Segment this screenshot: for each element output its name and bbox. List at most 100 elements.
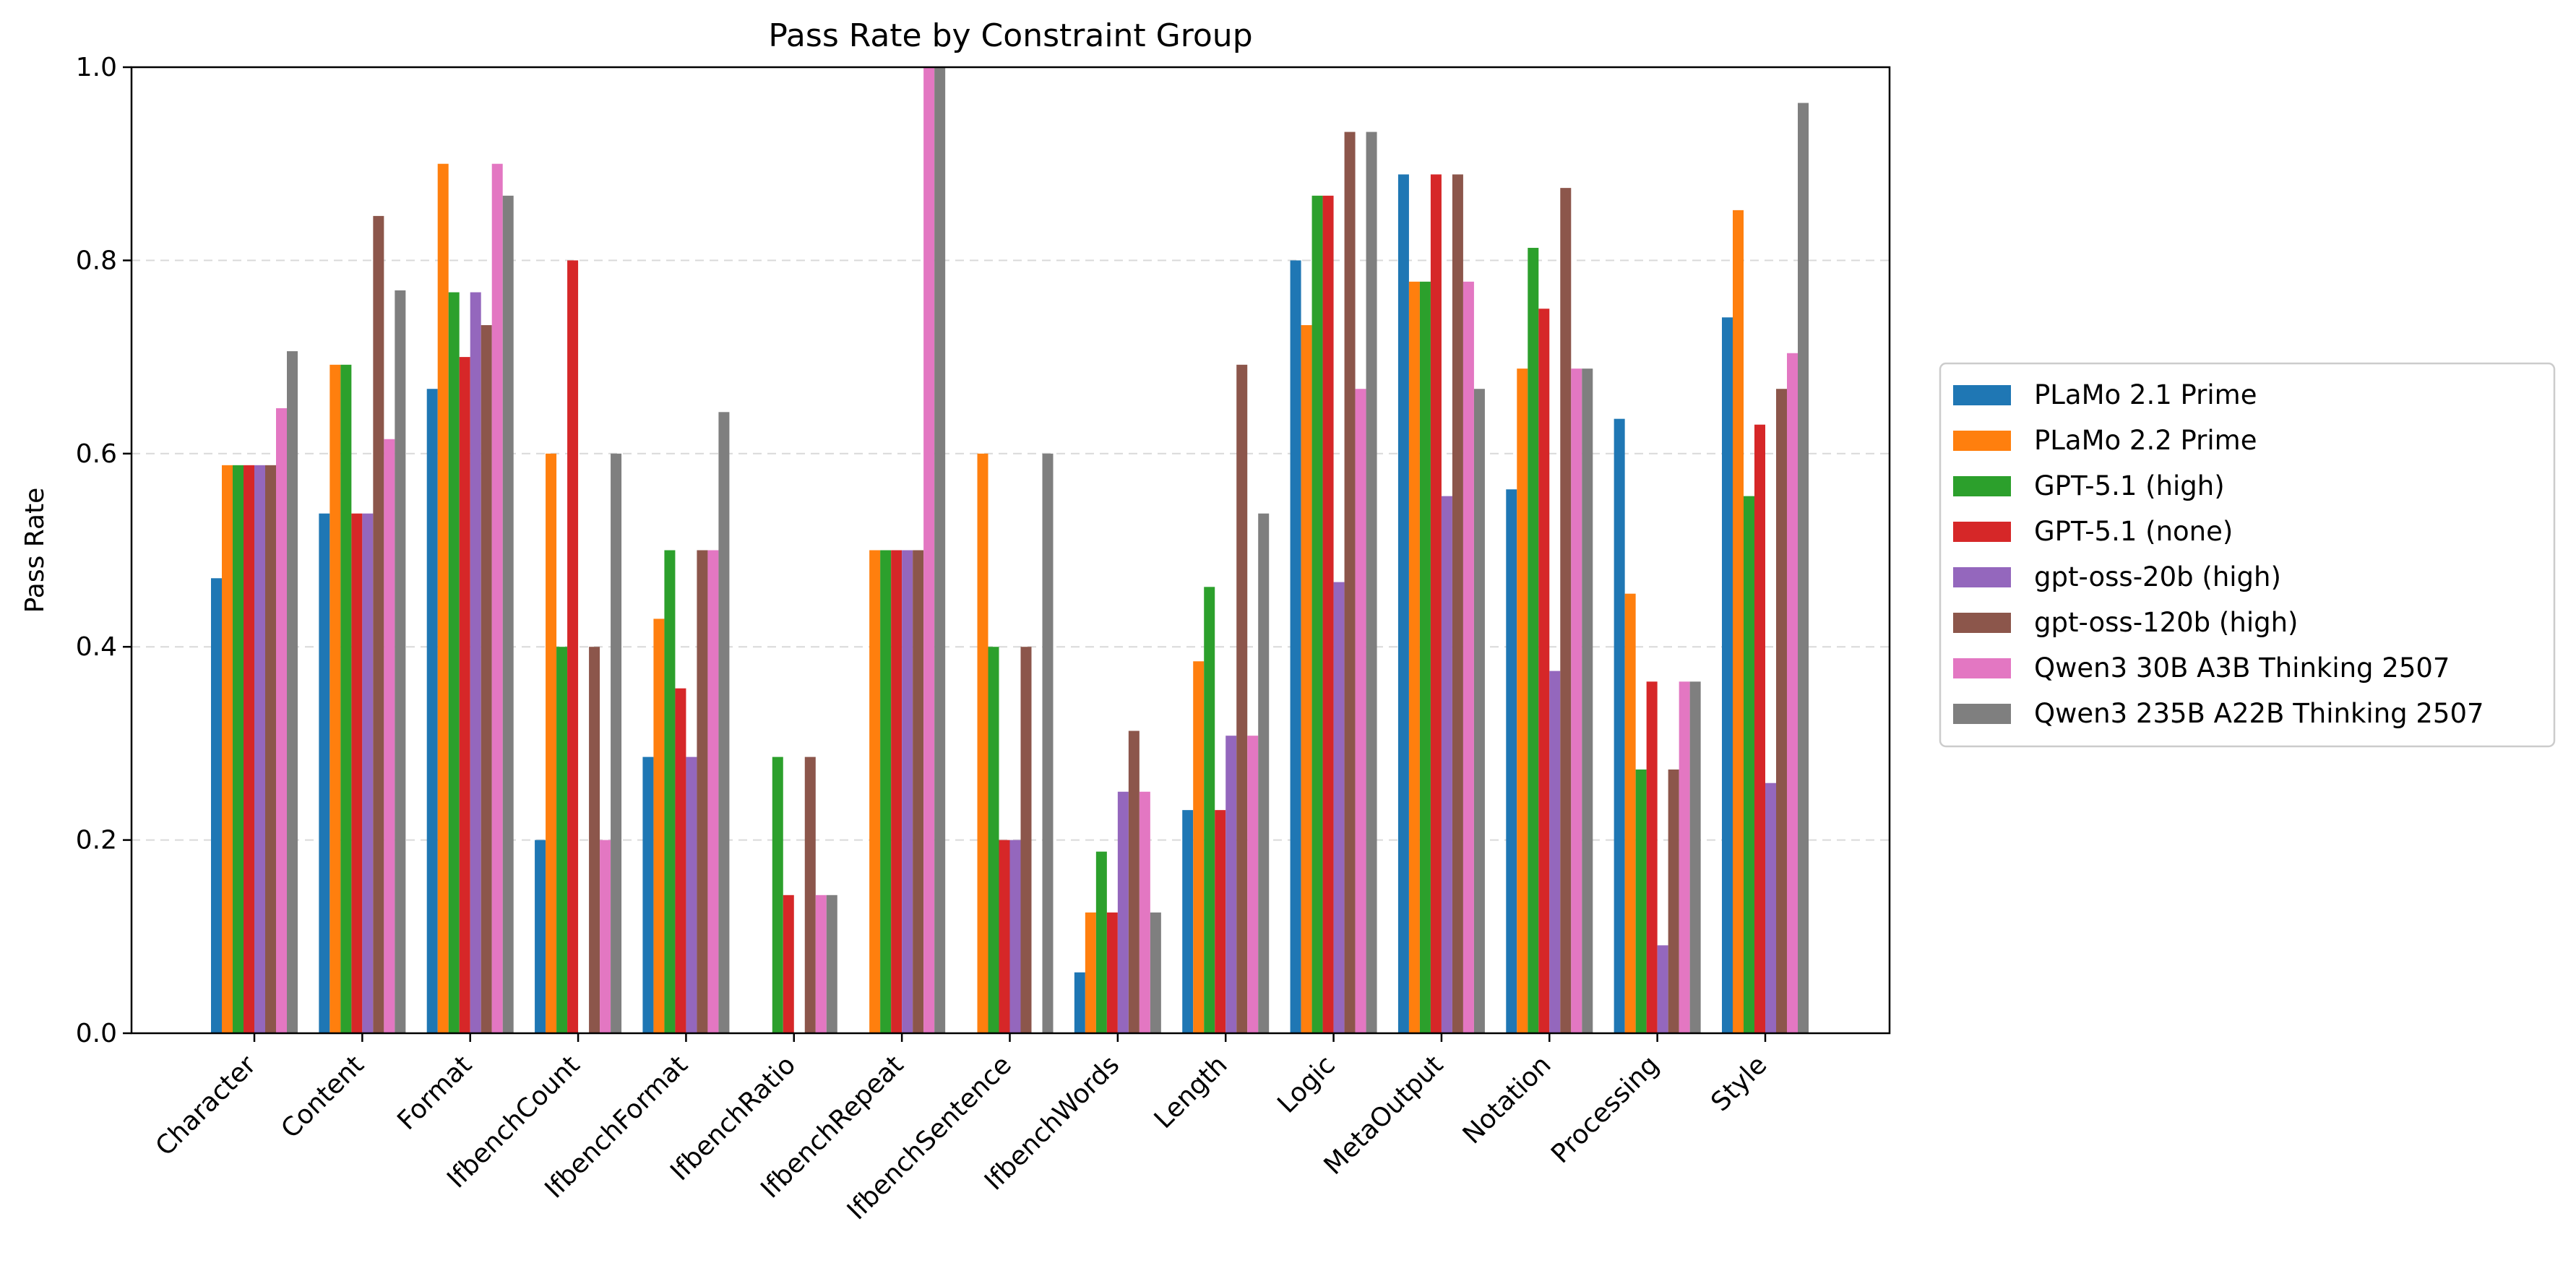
- bar: [934, 67, 946, 1033]
- bar: [448, 292, 460, 1033]
- bar: [556, 647, 568, 1033]
- bar: [1397, 174, 1409, 1034]
- bar: [1204, 587, 1215, 1033]
- bar: [502, 195, 514, 1033]
- bar: [1366, 132, 1377, 1034]
- legend-swatch: [1953, 522, 2011, 542]
- bar: [287, 351, 298, 1033]
- bar: [697, 550, 708, 1033]
- bar: [351, 513, 363, 1033]
- bar: [783, 895, 794, 1033]
- legend-label: Qwen3 235B A22B Thinking 2507: [2034, 698, 2484, 729]
- bar: [923, 67, 935, 1033]
- legend-label: Qwen3 30B A3B Thinking 2507: [2034, 652, 2450, 684]
- bar: [1614, 418, 1625, 1033]
- legend-swatch: [1953, 431, 2011, 451]
- bar: [384, 439, 395, 1033]
- bar: [1344, 132, 1356, 1034]
- bar: [988, 647, 999, 1033]
- bar: [481, 324, 492, 1033]
- bar: [1679, 681, 1690, 1033]
- bar: [1419, 281, 1431, 1034]
- bar: [1528, 248, 1539, 1033]
- legend-label: PLaMo 2.1 Prime: [2034, 379, 2257, 410]
- bar: [913, 550, 924, 1033]
- y-tick-label: 0.4: [76, 632, 117, 662]
- bar: [1311, 195, 1323, 1033]
- bar: [222, 465, 233, 1033]
- bar: [1776, 389, 1787, 1033]
- legend-swatch: [1953, 385, 2011, 405]
- legend-swatch: [1953, 476, 2011, 496]
- bar: [1646, 681, 1658, 1033]
- bar: [1020, 647, 1032, 1033]
- bar: [1506, 489, 1517, 1033]
- bar: [1247, 736, 1259, 1033]
- grid-lines: [132, 259, 1890, 841]
- bar: [804, 756, 816, 1033]
- bar: [1106, 912, 1118, 1033]
- bar: [1657, 945, 1668, 1033]
- bar: [373, 215, 384, 1034]
- bar: [340, 364, 352, 1033]
- bar: [1689, 681, 1701, 1033]
- legend-label: PLaMo 2.2 Prime: [2034, 425, 2257, 456]
- bar: [437, 163, 449, 1034]
- bar: [1582, 368, 1593, 1033]
- bar: [1355, 389, 1366, 1033]
- chart-title: Pass Rate by Constraint Group: [768, 17, 1252, 54]
- bar: [1290, 260, 1301, 1033]
- bar: [869, 550, 881, 1033]
- bar: [653, 618, 665, 1033]
- bar: [1798, 103, 1809, 1033]
- legend-label: GPT-5.1 (none): [2034, 516, 2233, 547]
- bar: [1538, 309, 1550, 1033]
- bar: [664, 550, 676, 1033]
- bar: [1301, 324, 1312, 1033]
- bar: [1668, 769, 1679, 1033]
- bar: [1117, 791, 1129, 1033]
- legend-swatch: [1953, 658, 2011, 678]
- bar: [880, 550, 892, 1033]
- bar: [999, 840, 1010, 1033]
- legend-label: gpt-oss-120b (high): [2034, 607, 2298, 638]
- bar: [254, 465, 265, 1033]
- bar: [1463, 281, 1474, 1034]
- bar: [1722, 317, 1733, 1034]
- bar: [1074, 972, 1085, 1033]
- bar: [1128, 730, 1140, 1033]
- legend-swatch: [1953, 613, 2011, 633]
- bar: [1473, 389, 1485, 1033]
- bar: [329, 364, 341, 1033]
- bar: [1258, 513, 1270, 1033]
- bar: [1150, 912, 1161, 1033]
- bar: [1571, 368, 1582, 1033]
- bar: [211, 578, 222, 1033]
- bar: [1733, 210, 1744, 1034]
- bar: [1560, 188, 1572, 1033]
- bar: [1009, 840, 1021, 1033]
- bar: [1635, 769, 1647, 1033]
- bar: [244, 465, 254, 1033]
- bar: [1182, 810, 1194, 1033]
- bar: [1095, 851, 1107, 1033]
- y-tick-label: 0.0: [76, 1019, 117, 1048]
- y-tick-label: 1.0: [76, 53, 117, 82]
- bar: [1408, 281, 1420, 1034]
- bar: [276, 408, 287, 1033]
- bar: [600, 840, 611, 1033]
- bar: [395, 290, 406, 1034]
- bar: [1549, 671, 1561, 1033]
- bar: [1193, 661, 1205, 1033]
- bar: [1236, 364, 1248, 1033]
- y-axis: 0.0 0.2 0.4 0.6 0.8 1.0: [76, 53, 132, 1048]
- legend: PLaMo 2.1 Prime PLaMo 2.2 Prime GPT-5.1 (h…: [1939, 362, 2556, 748]
- bar: [1452, 174, 1463, 1034]
- bars: [211, 67, 1809, 1034]
- legend-swatch: [1953, 567, 2011, 587]
- bar: [772, 756, 783, 1033]
- bar: [718, 412, 730, 1033]
- bar: [1042, 453, 1054, 1033]
- bar: [319, 513, 330, 1033]
- bar: [977, 453, 988, 1033]
